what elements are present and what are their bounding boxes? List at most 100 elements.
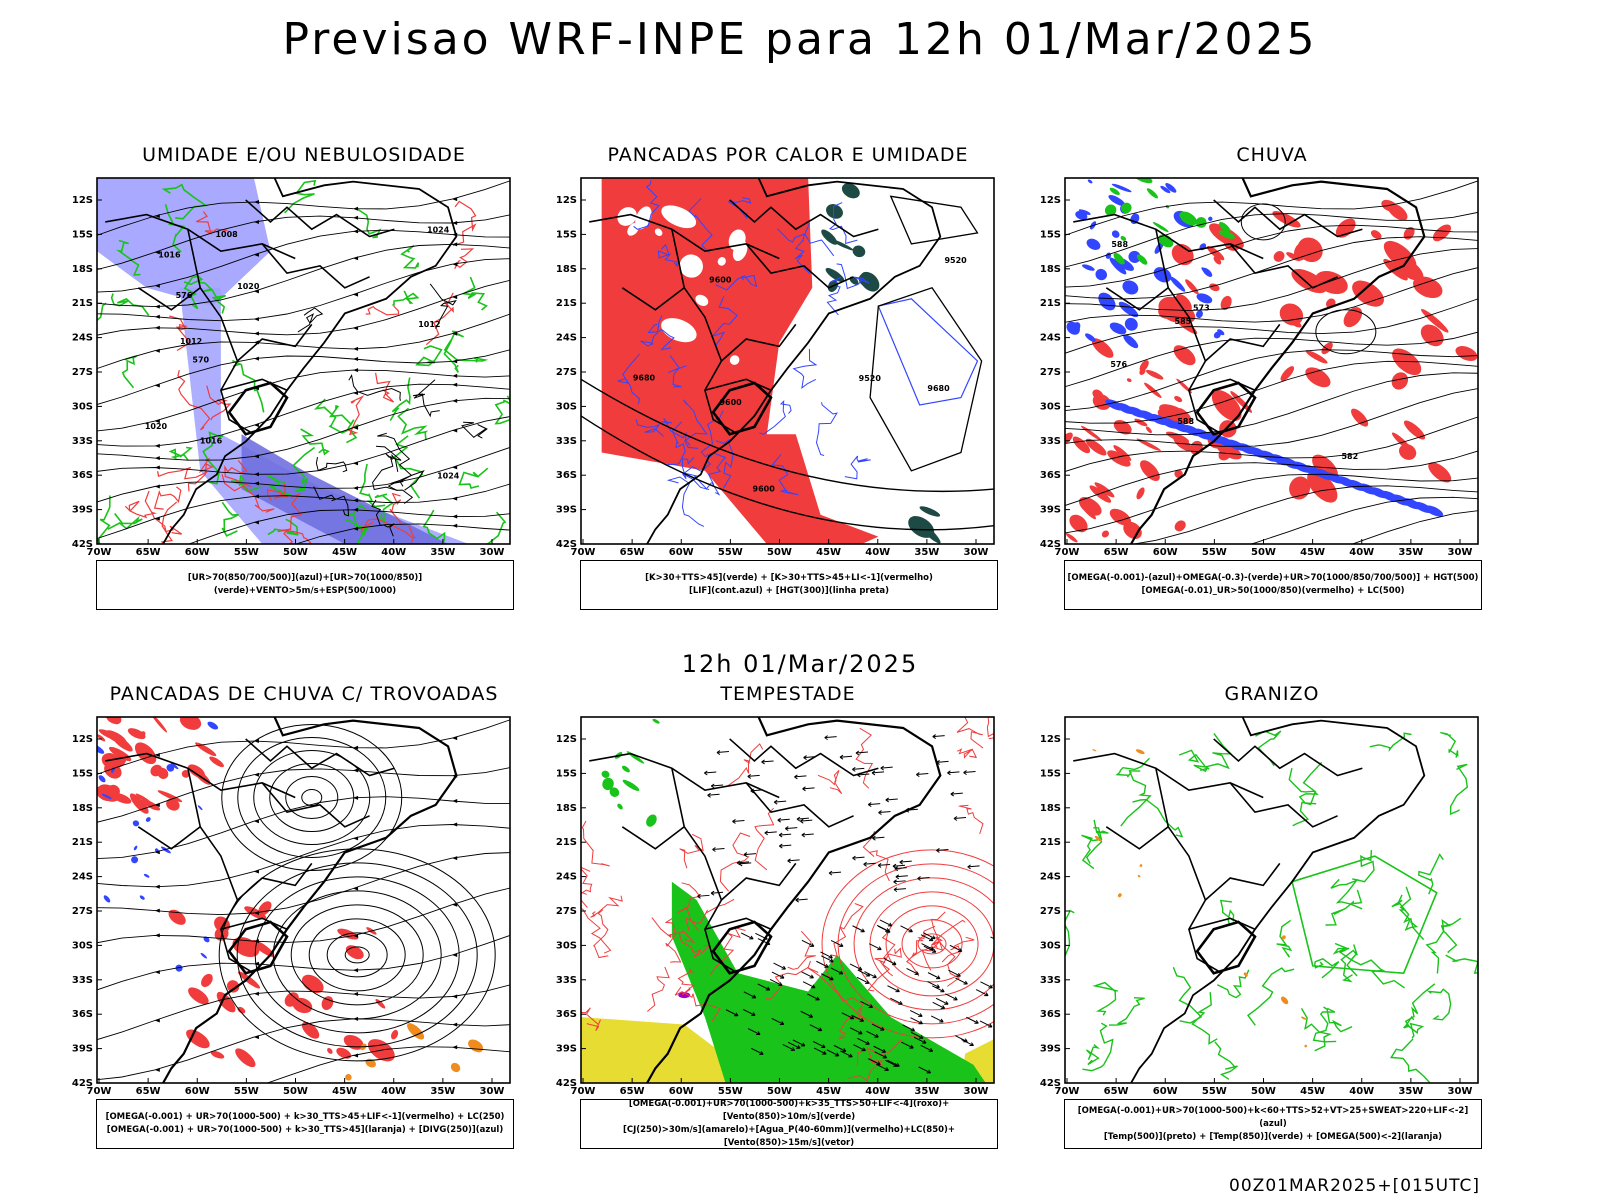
streamline-arrow bbox=[452, 994, 458, 999]
lat-tick-label: 18S bbox=[72, 264, 93, 275]
rain-red-area bbox=[1174, 395, 1183, 403]
lifted-index-contour bbox=[826, 276, 842, 316]
streamline-arrow bbox=[154, 465, 160, 470]
lifted-index-contour bbox=[707, 452, 727, 496]
country-border bbox=[621, 287, 685, 311]
lon-tick-label: 35W bbox=[1398, 1086, 1423, 1097]
wind-vector bbox=[877, 925, 891, 933]
wind-vector bbox=[852, 925, 865, 933]
thunder-red-area bbox=[135, 793, 152, 804]
omega-blue-band bbox=[1424, 505, 1444, 517]
streamline-arrow bbox=[452, 514, 458, 519]
lon-tick-label: 60W bbox=[1153, 547, 1178, 558]
wind-vector bbox=[966, 1016, 979, 1024]
streamline-vortex bbox=[254, 876, 460, 1034]
legend-line: [CJ(250)>30m/s](amarelo)+[Agua_P(40-60mm… bbox=[622, 1125, 956, 1148]
wind-vector bbox=[743, 991, 757, 999]
divergence-blue-area bbox=[203, 936, 210, 943]
thunder-red-area bbox=[111, 792, 132, 804]
wind-vector bbox=[917, 876, 930, 881]
lon-tick-label: 55W bbox=[718, 1086, 743, 1097]
lat-tick-label: 24S bbox=[72, 333, 93, 344]
streamline-vortex bbox=[269, 763, 355, 833]
country-border bbox=[1188, 378, 1256, 392]
hgt500-contour bbox=[1065, 349, 1478, 411]
temp850-green-contour bbox=[1323, 1006, 1353, 1033]
lifted-index-contour bbox=[635, 419, 664, 437]
wind-vector bbox=[840, 1050, 853, 1058]
omega-blue-area bbox=[1169, 276, 1186, 292]
streamline-arrow bbox=[452, 953, 458, 958]
pressure-isobar bbox=[315, 457, 348, 473]
divergence-blue-area bbox=[145, 817, 151, 822]
pressure-isobar bbox=[387, 469, 425, 492]
lon-tick-label: 70W bbox=[571, 547, 596, 558]
lat-tick-label: 18S bbox=[556, 803, 577, 814]
temp850-green-contour bbox=[1389, 1038, 1431, 1083]
precip-water-contour bbox=[917, 933, 947, 955]
wind-vector bbox=[750, 1047, 764, 1055]
isoline-label: 1020 bbox=[237, 282, 260, 291]
thunder-red-area bbox=[375, 998, 386, 1009]
jet-yellow-area bbox=[581, 1017, 767, 1083]
wind850-green-area bbox=[602, 777, 614, 791]
wind-streamline bbox=[97, 984, 510, 1041]
streamline-arrow bbox=[154, 1067, 160, 1072]
thickness-red-contour bbox=[365, 305, 400, 316]
rain-red-area bbox=[1343, 307, 1363, 328]
wind-vector bbox=[945, 993, 958, 1001]
wind-vector bbox=[830, 939, 844, 947]
panel-legend: [OMEGA(-0.001)-(azul)+OMEGA(-0.3)-(verde… bbox=[1064, 560, 1482, 610]
lon-tick-label: 30W bbox=[1448, 547, 1473, 558]
thickness-red-contour bbox=[303, 537, 313, 544]
lifted-index-contour bbox=[682, 399, 708, 449]
wind850-green-area bbox=[646, 814, 657, 827]
rain-red-area bbox=[1279, 303, 1304, 326]
wind-vector bbox=[932, 734, 945, 739]
wind-vector bbox=[779, 843, 792, 849]
country-border bbox=[704, 917, 772, 931]
pressure-isobar bbox=[429, 283, 457, 329]
thunder-red-area bbox=[127, 728, 146, 740]
lon-tick-label: 70W bbox=[87, 1086, 112, 1097]
country-border bbox=[729, 199, 879, 238]
omega-green-area bbox=[1218, 230, 1235, 239]
page-title: Previsao WRF-INPE para 12h 01/Mar/2025 bbox=[282, 14, 1318, 65]
streamline-arrow bbox=[154, 1018, 160, 1023]
thunder-red-area bbox=[98, 729, 124, 742]
country-border bbox=[220, 378, 288, 392]
country-border bbox=[1105, 287, 1169, 311]
lon-tick-label: 45W bbox=[816, 1086, 841, 1097]
country-border bbox=[236, 323, 313, 362]
precip-water-contour bbox=[830, 903, 864, 967]
instability-teal-area bbox=[914, 517, 941, 544]
wind-vector bbox=[778, 832, 792, 838]
rain-red-area bbox=[1305, 367, 1331, 388]
wind-streamline bbox=[97, 397, 510, 461]
humidity-green-contour bbox=[374, 493, 394, 524]
rain-red-area bbox=[1146, 369, 1164, 380]
lat-tick-label: 33S bbox=[556, 975, 577, 986]
omega-blue-area bbox=[1082, 264, 1095, 271]
thickness-red-contour bbox=[177, 369, 211, 431]
omega-green-area bbox=[1179, 211, 1198, 226]
lifted-index-contour bbox=[829, 202, 858, 245]
wind-vector bbox=[852, 855, 865, 861]
wind-vector bbox=[853, 1044, 866, 1052]
lat-tick-label: 21S bbox=[1040, 837, 1061, 848]
humidity-green-contour bbox=[97, 495, 111, 544]
lon-tick-label: 60W bbox=[185, 547, 210, 558]
country-border bbox=[1229, 243, 1338, 289]
isoline-label: 588 bbox=[1111, 240, 1128, 249]
streamline-arrow bbox=[154, 884, 160, 889]
omega-orange-area bbox=[1137, 874, 1141, 878]
pressure-isobar bbox=[412, 379, 440, 418]
streamline-arrow bbox=[253, 819, 259, 824]
omega-blue-area bbox=[1124, 317, 1138, 331]
isoline-label: 1008 bbox=[215, 230, 238, 239]
lon-tick-label: 55W bbox=[234, 1086, 259, 1097]
isoline-label: 1012 bbox=[418, 320, 440, 329]
lifted-index-contour bbox=[640, 315, 663, 347]
precip-water-contour bbox=[821, 849, 994, 1039]
panel-title: CHUVA bbox=[1236, 144, 1308, 166]
